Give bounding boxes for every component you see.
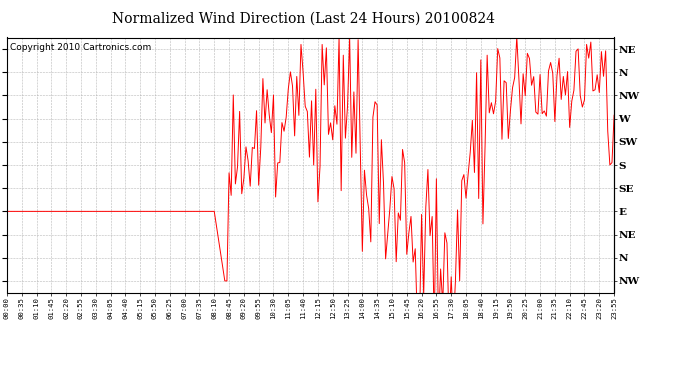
Text: Copyright 2010 Cartronics.com: Copyright 2010 Cartronics.com — [10, 43, 151, 52]
Text: Normalized Wind Direction (Last 24 Hours) 20100824: Normalized Wind Direction (Last 24 Hours… — [112, 11, 495, 25]
